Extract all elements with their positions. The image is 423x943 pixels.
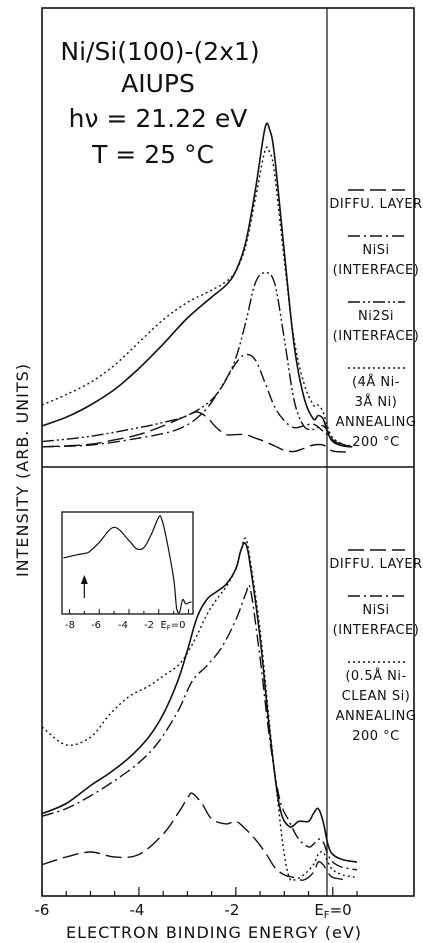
inset-frame (61, 511, 194, 615)
inset-plot: -8 -6 -4 -2 EF=0 (61, 511, 194, 632)
bottom-legend-label-2-0: (0.5Å Ni- (345, 668, 406, 684)
title-line-3: hν = 21.22 eV (69, 104, 248, 133)
bottom-legend-label-2-1: CLEAN Si) (342, 689, 411, 704)
top-curve-long-dash (41, 411, 348, 453)
bottom-curve-solid (41, 542, 358, 863)
top-legend-label-3-0: (4Å Ni- (352, 374, 400, 390)
inset-tick-label-zero: EF=0 (160, 620, 185, 632)
top-legend-label-3-3: 200 °C (352, 435, 400, 450)
top-legend: DIFFU. LAYER NiSi (INTERFACE) Ni2Si (INTERFA… (329, 189, 422, 450)
top-legend-label-3-2: ANNEALING (336, 415, 417, 430)
top-legend-label-1-1: (INTERFACE) (333, 263, 420, 278)
x-tick-labels: -6 -4 -2 EF=0 (35, 901, 352, 921)
top-curve-dotted (41, 146, 353, 447)
x-axis-title: ELECTRON BINDING ENERGY (eV) (66, 923, 362, 942)
x-tick-label-neg2: -2 (225, 901, 240, 919)
bottom-curve-dash-dot (41, 584, 358, 871)
top-legend-label-3-1: 3Å Ni) (355, 394, 398, 410)
inset-ticks (68, 609, 190, 614)
inset-tick-label-neg8: -8 (65, 620, 75, 631)
inset-tick-label-neg6: -6 (91, 620, 101, 631)
bottom-panel-curves (41, 537, 358, 882)
inset-tick-labels: -8 -6 -4 -2 EF=0 (65, 620, 186, 632)
bottom-legend-label-2-2: ANNEALING (336, 709, 417, 724)
top-legend-label-2-0: Ni2Si (358, 309, 394, 324)
x-tick-label-neg6: -6 (35, 901, 50, 919)
bottom-curve-dotted (41, 537, 358, 882)
bottom-legend-label-1-0: NiSi (362, 603, 389, 618)
top-legend-label-0-0: DIFFU. LAYER (329, 197, 422, 212)
top-curve-dash-dot-dot (41, 272, 353, 448)
bottom-legend-label-0-0: DIFFU. LAYER (329, 557, 422, 572)
plot-frame (41, 7, 415, 897)
title-line-2: AIUPS (121, 69, 195, 98)
bottom-legend-label-1-1: (INTERFACE) (333, 623, 420, 638)
inset-tick-label-neg2: -2 (144, 620, 154, 631)
top-panel-curves (41, 122, 353, 453)
inset-arrow-head (80, 575, 88, 584)
bottom-curve-long-dash (41, 792, 348, 881)
x-tick-label-fermi: EF=0 (314, 901, 351, 921)
x-axis-ticks (41, 887, 358, 896)
x-tick-label-neg4: -4 (130, 901, 145, 919)
title-line-4: T = 25 °C (91, 140, 214, 169)
inset-arrow (80, 575, 88, 598)
bottom-legend-label-2-3: 200 °C (352, 729, 400, 744)
inset-spectrum-curve (63, 515, 192, 614)
top-curve-dash-dot (41, 353, 353, 448)
top-title-block: Ni/Si(100)-(2x1) AIUPS hν = 21.22 eV T =… (60, 37, 259, 169)
bottom-legend: DIFFU. LAYER NiSi (INTERFACE) (0.5Å Ni- CLEA… (329, 549, 422, 744)
inset-tick-label-neg4: -4 (118, 620, 128, 631)
y-axis-title: INTENSITY (ARB. UNITS) (13, 363, 32, 577)
top-legend-label-1-0: NiSi (362, 243, 389, 258)
top-legend-label-2-1: (INTERFACE) (333, 329, 420, 344)
top-curve-solid (41, 122, 353, 448)
title-line-1: Ni/Si(100)-(2x1) (60, 37, 259, 66)
